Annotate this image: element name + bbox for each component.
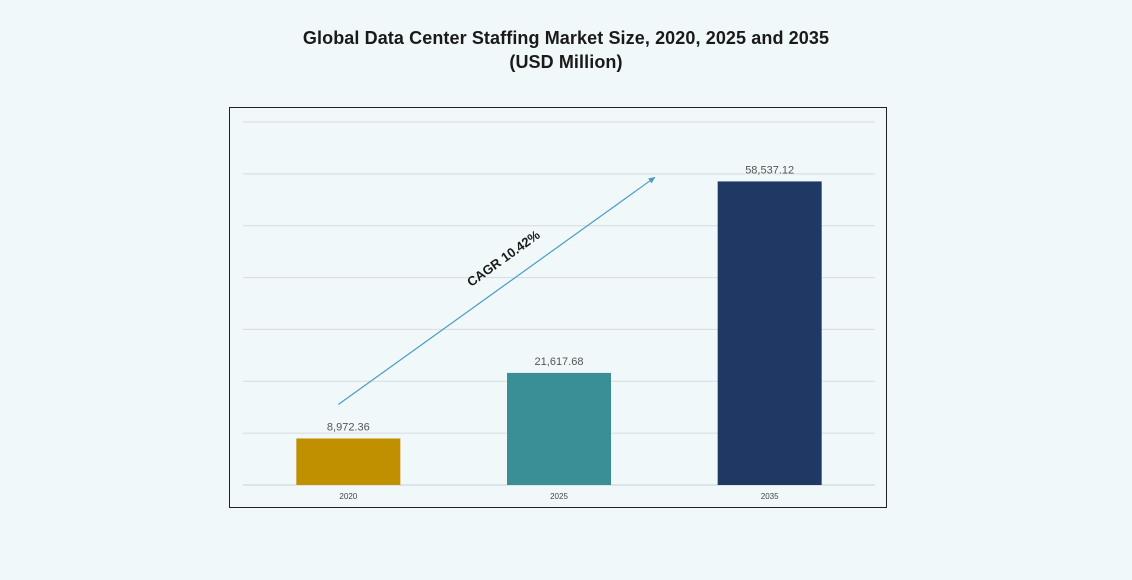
bars: [296, 181, 822, 485]
chart-title: Global Data Center Staffing Market Size,…: [302, 28, 830, 48]
data-label-2020: 8,972.36: [327, 421, 370, 433]
data-label-2035: 58,537.12: [745, 164, 794, 176]
chart-frame: 8,972.36 21,617.68 58,537.12 2020 2025 2035 …: [229, 107, 887, 508]
x-tick-labels: 2020 2025 2035: [339, 492, 779, 501]
bar-2025: [507, 372, 611, 485]
cagr-annotation: CAGR 10.42%: [337, 176, 656, 405]
chart-title-block: Global Data Center Staffing Market Size,…: [0, 26, 1132, 74]
x-tick-label-2020: 2020: [339, 492, 357, 501]
x-tick-label-2025: 2025: [550, 492, 568, 501]
cagr-arrow: [337, 176, 656, 405]
data-labels: 8,972.36 21,617.68 58,537.12: [327, 164, 794, 433]
data-label-2025: 21,617.68: [535, 356, 584, 368]
chart-subtitle: (USD Million): [509, 52, 623, 72]
bar-2035: [717, 181, 822, 485]
bar-2020: [296, 438, 401, 485]
cagr-label: CAGR 10.42%: [464, 227, 543, 290]
x-tick-label-2035: 2035: [761, 492, 779, 501]
